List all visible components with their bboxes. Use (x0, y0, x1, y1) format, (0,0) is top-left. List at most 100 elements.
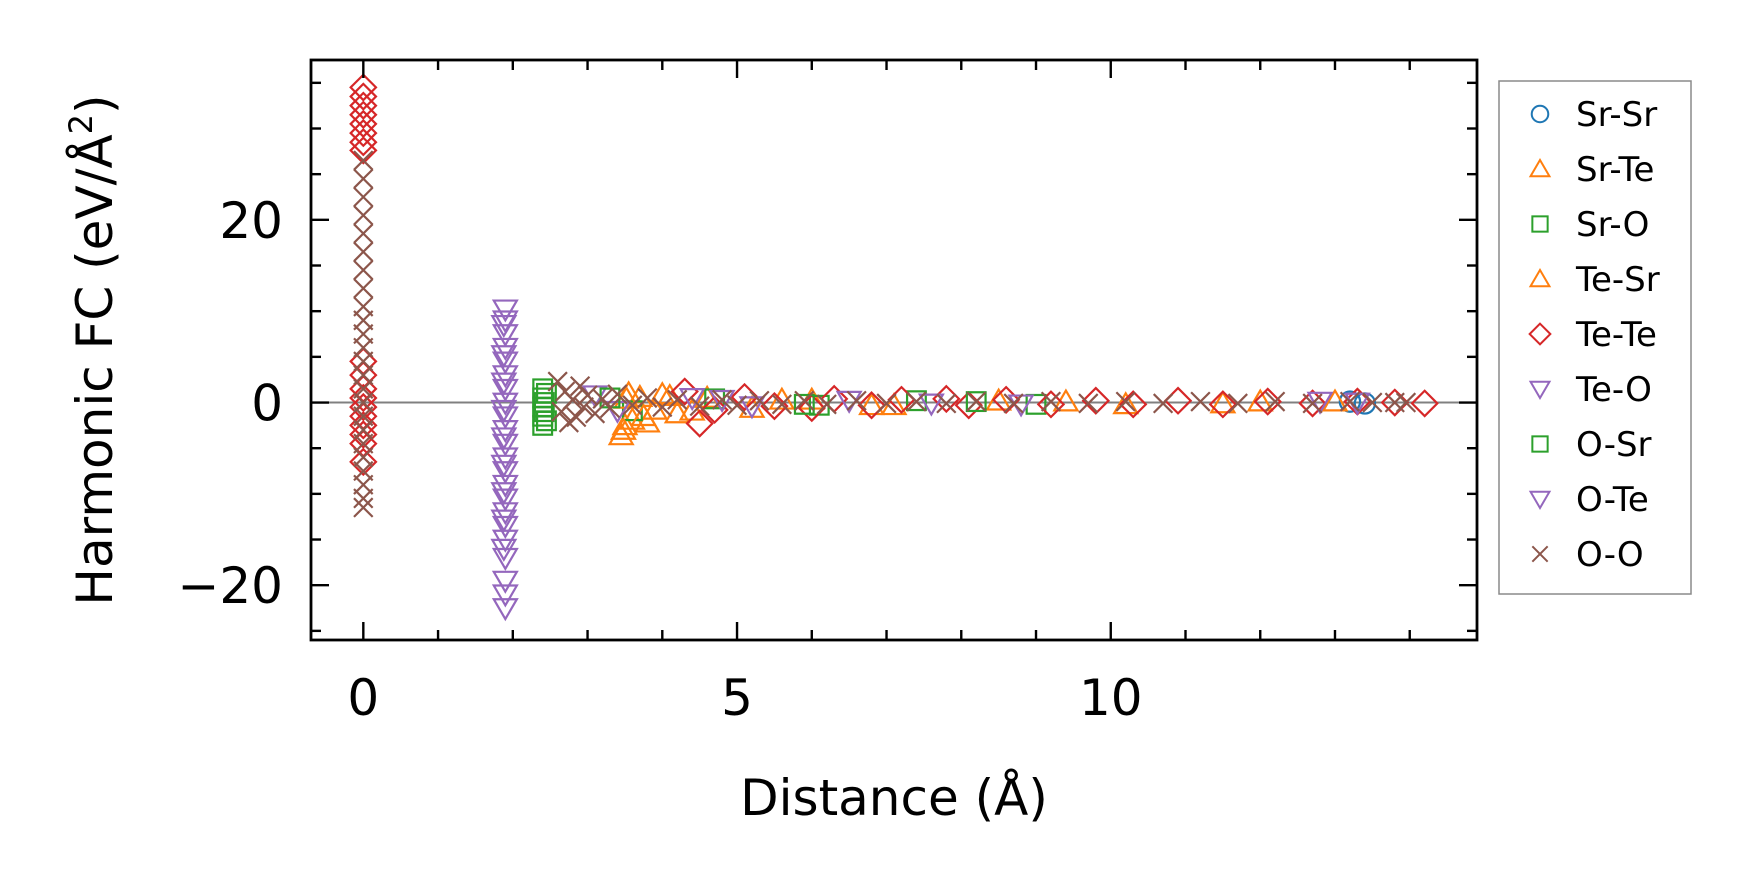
data-point-te-o (491, 447, 519, 471)
data-point-o-o (353, 168, 374, 189)
data-point-o-o (906, 391, 927, 412)
legend-label-sr-sr: Sr-Sr (1576, 95, 1657, 135)
data-point-o-te (490, 482, 518, 506)
data-point-o-o (584, 403, 606, 424)
data-point-o-o (353, 150, 374, 171)
data-point-te-te (349, 118, 378, 148)
data-point-te-o (491, 474, 519, 498)
data-point-o-o (353, 223, 374, 244)
legend-label-o-sr: O-Sr (1576, 425, 1652, 465)
data-point-o-o (1227, 393, 1248, 414)
data-point-o-o (569, 375, 591, 397)
legend: Sr-Sr Sr-Te Sr-O Te-Sr Te-Te Te-O O-Sr O-Te O-O (1498, 80, 1692, 595)
data-point-o-o (1190, 391, 1211, 412)
data-point-o-o (607, 384, 628, 405)
data-point-o-o (846, 390, 867, 411)
data-point-te-te (1410, 389, 1439, 418)
data-point-sr-te (618, 406, 646, 430)
data-point-te-te (349, 136, 378, 165)
data-point-te-te (1208, 390, 1238, 419)
legend-marker-o-te (1528, 490, 1552, 510)
data-point-o-o (794, 390, 815, 411)
legend-marker-sr-te (1528, 158, 1552, 178)
data-point-sr-te (648, 381, 676, 405)
data-point-o-sr (533, 401, 555, 423)
legend-label-o-te: O-Te (1576, 480, 1649, 520)
data-point-o-o (1339, 391, 1361, 412)
data-point-o-te (490, 372, 518, 396)
legend-entry-te-te: Te-Te (1528, 315, 1657, 355)
x-tick-label: 10 (1079, 669, 1143, 727)
data-point-te-sr (609, 416, 637, 440)
data-point-o-te (490, 538, 518, 562)
data-point-te-te (349, 420, 378, 449)
data-point-te-o (491, 570, 519, 594)
data-point-te-sr (1209, 390, 1237, 414)
legend-entry-sr-o: Sr-O (1531, 205, 1649, 245)
data-point-o-o (652, 396, 673, 418)
plot-frame (309, 58, 1479, 642)
data-point-o-o (353, 259, 374, 281)
data-point-o-o (936, 393, 957, 414)
data-point-te-te (797, 393, 826, 423)
data-point-te-o (491, 488, 519, 512)
x-axis-label: Distance (Å) (740, 769, 1048, 827)
data-point-sr-te (1246, 388, 1274, 412)
data-point-o-o (622, 395, 643, 416)
data-point-o-o (816, 394, 837, 415)
data-point-o-te (490, 427, 518, 451)
data-point-te-o (491, 406, 519, 430)
data-point-te-sr (630, 403, 658, 427)
data-point-sr-sr (1338, 390, 1362, 413)
data-point-te-sr (858, 392, 886, 416)
data-point-o-te (917, 393, 945, 417)
legend-entry-sr-sr: Sr-Sr (1530, 95, 1657, 135)
data-point-te-te (670, 377, 699, 406)
legend-entry-te-sr: Te-Sr (1528, 260, 1660, 300)
data-point-o-o (689, 396, 710, 417)
data-point-te-o (491, 502, 519, 526)
data-point-o-o (562, 389, 583, 410)
data-point-o-o (1362, 392, 1383, 413)
legend-entry-te-o: Te-O (1528, 370, 1652, 410)
data-point-o-o (353, 186, 374, 208)
data-point-te-o (491, 547, 519, 571)
data-point-o-o (749, 390, 770, 411)
series-sr-o (532, 378, 1047, 436)
data-point-o-o (1115, 391, 1136, 412)
legend-label-te-te: Te-Te (1575, 315, 1657, 355)
data-point-te-o (491, 324, 519, 348)
y-axis-label: Harmonic FC (eV/Å2) (62, 94, 124, 605)
data-point-o-o (771, 394, 793, 415)
data-point-sr-te (1112, 391, 1140, 415)
legend-marker-o-sr (1531, 435, 1549, 453)
y-tick-label: 20 (219, 192, 283, 250)
data-point-o-o (353, 241, 374, 262)
data-point-te-o (491, 584, 519, 608)
data-point-te-te (349, 447, 378, 477)
data-point-o-te (490, 454, 518, 478)
legend-marker-o-o (1531, 545, 1549, 563)
data-point-te-te (349, 82, 378, 111)
legend-label-te-sr: Te-Sr (1575, 260, 1660, 300)
data-point-o-o (711, 389, 733, 410)
legend-marker-te-te (1528, 322, 1552, 346)
data-point-te-o (491, 433, 519, 457)
data-point-te-o (491, 392, 519, 416)
data-point-te-te (1253, 387, 1282, 416)
data-point-o-o (667, 389, 688, 410)
data-point-o-o (1040, 391, 1062, 412)
data-point-te-te (349, 127, 378, 157)
data-point-te-sr (1321, 388, 1349, 412)
data-point-o-o (637, 387, 658, 409)
data-point-te-te (349, 392, 378, 422)
data-point-o-o (1152, 393, 1174, 414)
y-axis-label-superscript: 2 (62, 114, 100, 134)
data-point-o-o (547, 371, 568, 392)
data-point-te-te (857, 391, 886, 420)
series-o-te (490, 314, 945, 562)
legend-label-o-o: O-O (1576, 535, 1644, 575)
data-point-o-o (353, 205, 374, 226)
